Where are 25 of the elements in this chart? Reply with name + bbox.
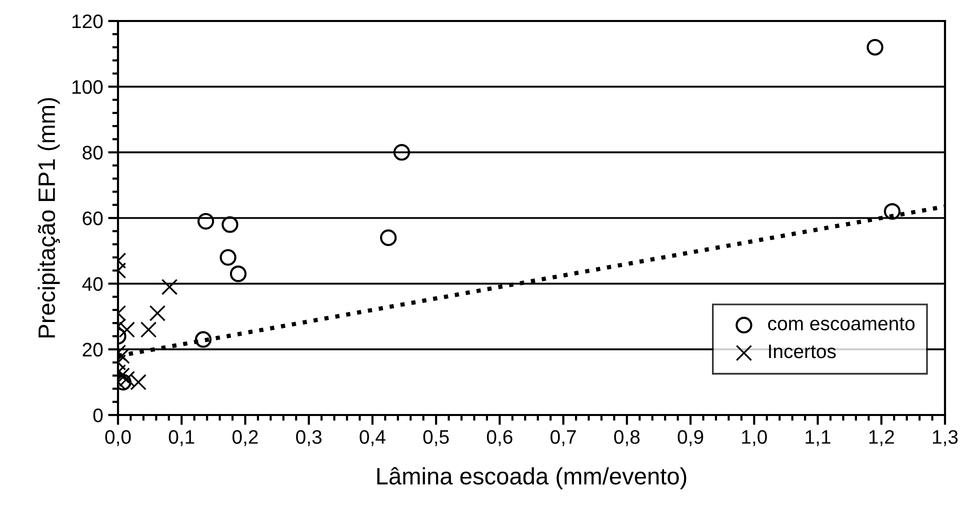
x-tick-label: 0,6: [486, 430, 512, 446]
x-tick-label: 0,9: [678, 430, 704, 446]
x-tick-label: 0,2: [232, 430, 258, 446]
x-tick-label: 0,1: [168, 430, 194, 446]
y-tick-label: 20: [82, 342, 103, 357]
legend-label: com escoamento: [768, 318, 915, 330]
y-tick-label: 60: [82, 211, 103, 226]
x-tick-label: 1,2: [869, 430, 894, 446]
x-tick-label: 0,8: [614, 430, 640, 446]
x-tick-label: 1,0: [742, 430, 767, 446]
x-axis-title: Lâmina escoada (mm/evento): [377, 467, 686, 490]
y-tick-label: 120: [72, 14, 103, 28]
x-tick-label: 0,4: [360, 430, 386, 446]
x-tick-label: 0,7: [550, 430, 576, 446]
legend-label: Incertos: [769, 344, 836, 358]
y-tick-label: 100: [72, 80, 103, 94]
x-tick-label: 0,0: [105, 430, 131, 446]
y-tick-label: 40: [82, 277, 103, 291]
x-tick-label: 0,5: [423, 430, 449, 446]
y-axis-title: Precipitação EP1 (mm): [38, 98, 60, 338]
y-tick-label: 0: [93, 408, 103, 422]
x-tick-label: 1,3: [932, 430, 958, 446]
x-tick-label: 0,3: [296, 430, 322, 446]
y-tick-label: 80: [82, 146, 103, 160]
x-tick-label: 1,1: [806, 430, 830, 446]
